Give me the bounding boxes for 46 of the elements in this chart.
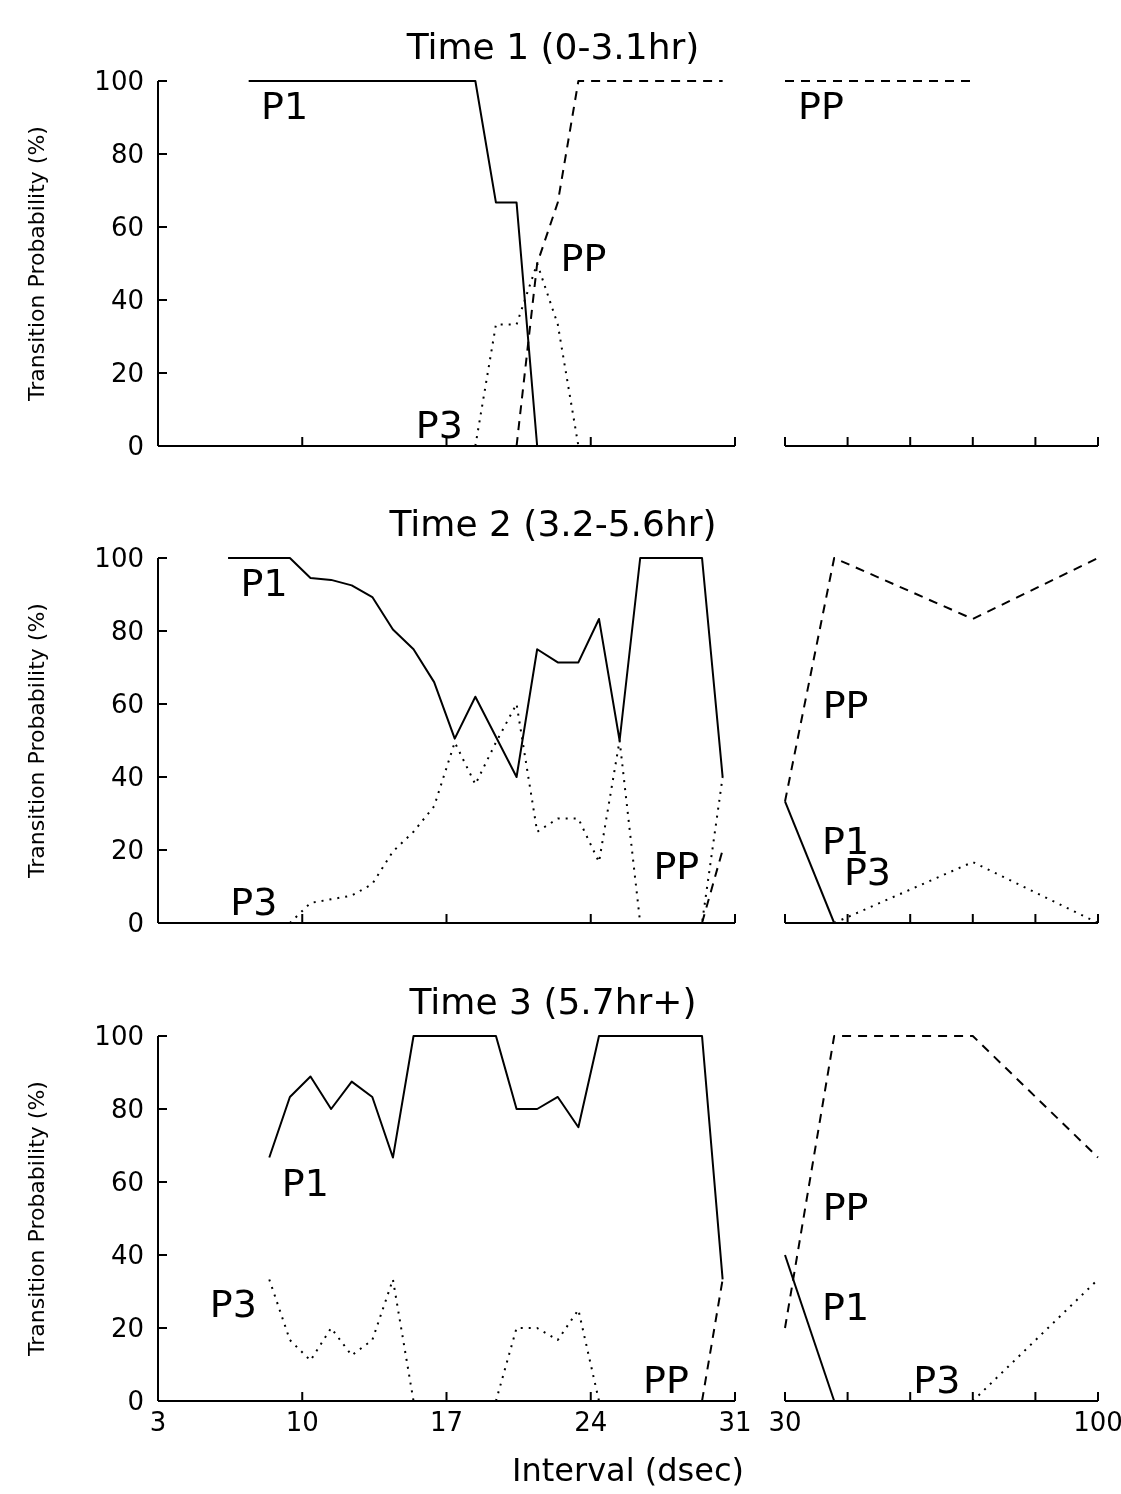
series-label: P1 [261,84,309,128]
y-tick-label: 80 [110,1094,144,1125]
x-tick-label: 30 [768,1407,802,1437]
y-axis-title: Transition Probability (%) [24,1081,49,1357]
x-tick-label: 3 [149,1407,167,1437]
y-tick-label: 100 [94,66,144,97]
x-tick-label: 100 [1073,1407,1121,1437]
y-tick-label: 20 [110,835,144,866]
y-tick-label: 80 [110,616,144,647]
series-label: P1 [822,1285,870,1329]
y-tick-label: 60 [110,689,144,720]
series-label: P1 [281,1160,329,1205]
y-tick-label: 100 [94,543,144,574]
x-axis-title: Interval (dsec) [512,1451,744,1489]
y-tick-label: 100 [94,1021,144,1052]
series-label: P3 [913,1358,961,1402]
chart-title: Time 2 (3.2-5.6hr) [388,503,717,544]
series-label: P1 [240,561,288,605]
series-label: PP [560,236,607,281]
series-label: PP [798,84,844,128]
x-tick-label: 31 [718,1407,752,1437]
chart-title: Time 3 (5.7hr+) [408,981,697,1022]
y-tick-label: 60 [110,1167,144,1198]
series-label: P3 [209,1282,257,1327]
y-tick-label: 20 [110,358,144,389]
y-tick-label: 20 [110,1313,144,1344]
x-tick-label: 17 [429,1407,464,1437]
y-tick-label: 40 [110,762,144,793]
chart-title: Time 1 (0-3.1hr) [405,26,700,67]
y-tick-label: 0 [127,908,144,939]
series-label: PP [643,1358,689,1402]
series-label: PP [822,682,869,727]
x-tick-label: 24 [574,1407,608,1437]
y-tick-label: 60 [110,212,144,243]
y-tick-label: 40 [110,285,144,316]
series-label: PP [822,1185,869,1229]
series-label: P3 [230,880,278,924]
y-tick-label: 80 [110,139,144,170]
series-label: PP [653,843,700,888]
x-tick-label: 10 [285,1407,319,1437]
y-tick-label: 0 [127,1386,144,1417]
y-tick-label: 0 [127,431,144,462]
y-axis-title: Transition Probability (%) [24,126,49,402]
series-label: P3 [415,403,463,447]
y-tick-label: 40 [110,1240,144,1271]
y-axis-title: Transition Probability (%) [24,603,49,879]
